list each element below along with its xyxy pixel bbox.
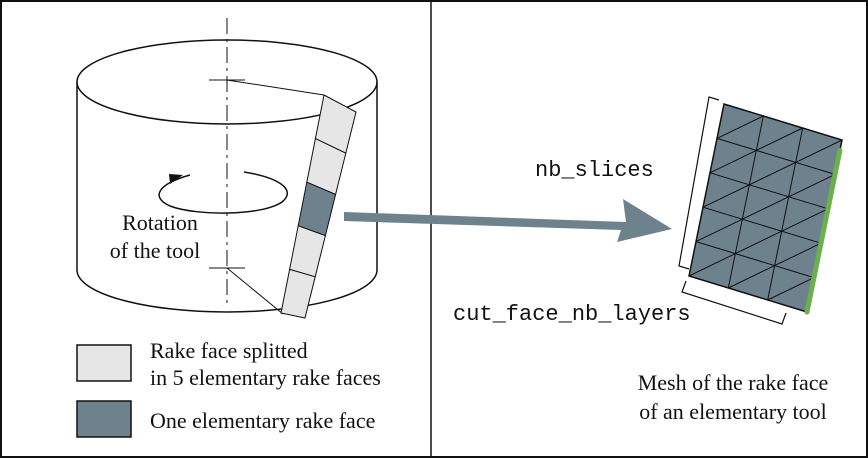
- legend-dark-label: One elementary rake face: [150, 408, 375, 433]
- rotation-label-line2: of the tool: [110, 238, 200, 263]
- mesh-diagonal: [788, 173, 836, 198]
- rotation-arrow-head: [169, 174, 183, 184]
- layers-label: cut_face_nb_layers: [453, 302, 691, 327]
- rotation-arrow: [158, 171, 288, 214]
- mesh-column-line: [727, 115, 764, 289]
- mesh-diagonal: [774, 242, 822, 267]
- mesh-caption-line2: of an elementary tool: [639, 399, 827, 424]
- mesh-diagonal: [702, 184, 750, 208]
- cylinder-bottom-arc: [76, 269, 378, 313]
- rake-face: [280, 94, 357, 319]
- rake-face-mesh: [688, 103, 843, 315]
- legend-light-line2: in 5 elementary rake faces: [150, 365, 381, 390]
- mesh-diagonal: [756, 127, 803, 151]
- rake-face-segment: [280, 268, 316, 319]
- mesh-diagonal: [709, 149, 757, 174]
- slices-label: nb_slices: [535, 158, 654, 183]
- slices-dimension-bracket: [678, 96, 720, 270]
- mesh-diagonal: [742, 196, 789, 220]
- transfer-arrow: [344, 199, 672, 242]
- layers-dimension-bracket: [681, 280, 787, 325]
- mesh-row-line: [709, 172, 829, 210]
- mesh-row-line: [716, 137, 836, 175]
- mesh-diagonal: [795, 139, 843, 163]
- legend-swatch-dark: [76, 400, 132, 438]
- transfer-arrow-shape: [344, 199, 672, 242]
- mesh-diagonal: [728, 265, 775, 289]
- mesh-diagonal: [716, 115, 764, 139]
- construction-line-bottom: [226, 267, 284, 315]
- mesh-column-line: [767, 127, 804, 301]
- mesh-diagonal: [735, 230, 782, 255]
- mesh-diagonal: [781, 208, 829, 232]
- rake-face-segment: [289, 225, 326, 278]
- mesh-diagonal: [767, 277, 815, 301]
- mesh-diagonal: [688, 253, 736, 277]
- legend: Rake face splitted in 5 elementary rake …: [76, 338, 381, 438]
- mesh-diagonal: [749, 161, 796, 186]
- cylinder-tool: [76, 18, 378, 315]
- mesh-caption-line1: Mesh of the rake face: [638, 370, 829, 395]
- mesh-row-line: [702, 206, 822, 244]
- mesh-row-line: [695, 241, 815, 279]
- mesh-diagonal: [695, 218, 743, 243]
- legend-light-line1: Rake face splitted: [150, 338, 308, 363]
- legend-swatch-light: [76, 344, 132, 382]
- mesh-cutting-edge: [804, 147, 843, 315]
- rotation-label-line1: Rotation: [122, 210, 198, 235]
- rotation-arrow-curve: [158, 171, 288, 214]
- construction-line-top: [226, 79, 325, 96]
